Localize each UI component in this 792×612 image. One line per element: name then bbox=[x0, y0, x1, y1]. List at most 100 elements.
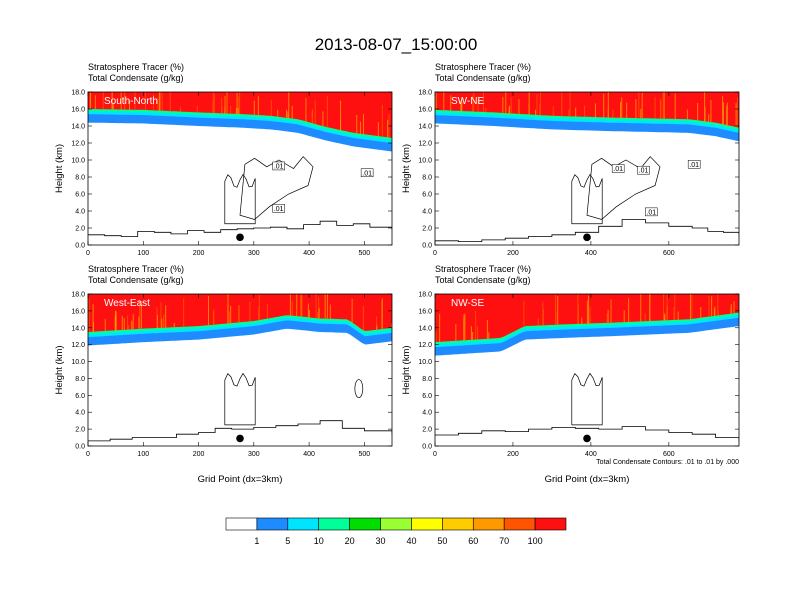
contour-label: .01 bbox=[274, 163, 284, 170]
colorbar-label: 20 bbox=[345, 536, 355, 546]
colorbar: 1 5 10 20 30 40 50 60 70 100 bbox=[225, 517, 567, 546]
colorbar-swatch bbox=[225, 517, 258, 531]
colorbar-label: 30 bbox=[376, 536, 386, 546]
contour-note: Total Condensate Contours: .01 to .01 by… bbox=[596, 459, 739, 466]
x-tick-label: 200 bbox=[507, 451, 519, 458]
x-tick-label: 200 bbox=[193, 250, 205, 257]
panel-variable-1: Stratosphere Tracer (%) bbox=[88, 62, 184, 72]
colorbar-swatch bbox=[472, 517, 505, 531]
panel-name: West-East bbox=[104, 298, 150, 309]
y-tick-label: 12.0 bbox=[418, 141, 432, 148]
y-tick-label: 6.0 bbox=[75, 192, 85, 199]
y-tick-label: 8.0 bbox=[75, 376, 85, 383]
location-dot bbox=[583, 233, 591, 242]
y-tick-label: 2.0 bbox=[422, 427, 432, 434]
y-tick-label: 10.0 bbox=[418, 158, 432, 165]
y-tick-label: 8.0 bbox=[422, 175, 432, 182]
y-tick-label: 4.0 bbox=[422, 209, 432, 216]
contour-label: .01 bbox=[362, 170, 372, 177]
y-tick-label: 0.0 bbox=[422, 243, 432, 250]
contour-label-box bbox=[272, 204, 285, 213]
x-tick-label: 0 bbox=[86, 451, 90, 458]
y-tick-label: 10.0 bbox=[418, 359, 432, 366]
y-tick-label: 2.0 bbox=[422, 226, 432, 233]
y-tick-label: 10.0 bbox=[71, 158, 85, 165]
contour-label: .01 bbox=[274, 206, 284, 213]
condensate-contours bbox=[571, 372, 603, 426]
x-tick-label: 400 bbox=[585, 250, 597, 257]
panel-variable-2: Total Condensate (g/kg) bbox=[88, 73, 184, 83]
plot-area bbox=[435, 92, 739, 245]
colorbar-label: 1 bbox=[254, 536, 259, 546]
colorbar-swatch bbox=[287, 517, 320, 531]
contour-label-box bbox=[645, 207, 658, 217]
colorbar-swatch bbox=[256, 517, 289, 531]
y-tick-label: 18.0 bbox=[71, 292, 85, 299]
y-tick-label: 2.0 bbox=[75, 427, 85, 434]
figure-title: 2013-08-07_15:00:00 bbox=[315, 35, 478, 54]
y-tick-label: 16.0 bbox=[418, 308, 432, 315]
y-tick-label: 16.0 bbox=[418, 107, 432, 114]
x-tick-label: 100 bbox=[137, 250, 149, 257]
y-tick-label: 6.0 bbox=[422, 192, 432, 199]
x-tick-label: 200 bbox=[507, 250, 519, 257]
x-tick-label: 200 bbox=[193, 451, 205, 458]
colorbar-swatch bbox=[503, 517, 536, 531]
cloud-contour-anvil bbox=[239, 156, 314, 220]
terrain-line bbox=[435, 426, 739, 442]
y-axis-label: Height (km) bbox=[54, 144, 65, 193]
x-tick-label: 600 bbox=[663, 250, 675, 257]
panel-name: SW-NE bbox=[451, 96, 484, 107]
cloud-contour-main bbox=[224, 173, 256, 225]
contour-label-box bbox=[687, 160, 701, 169]
y-axis-label: Height (km) bbox=[401, 345, 412, 394]
y-tick-label: 14.0 bbox=[418, 124, 432, 131]
contour-label: .01 bbox=[613, 166, 623, 173]
condensate-contours bbox=[224, 372, 364, 426]
y-tick-label: 12.0 bbox=[71, 342, 85, 349]
colorbar-label: 70 bbox=[499, 536, 509, 546]
panel-variable-1: Stratosphere Tracer (%) bbox=[88, 264, 184, 274]
y-tick-label: 18.0 bbox=[418, 90, 432, 97]
panel-variable-1: Stratosphere Tracer (%) bbox=[435, 62, 531, 72]
x-tick-label: 500 bbox=[359, 250, 371, 257]
y-tick-label: 8.0 bbox=[75, 175, 85, 182]
panel-south-north: .01 .01 .01 0.0 2.0 4.0 6.0 8.0 10.0 12.0 14.0 16.0… bbox=[54, 62, 393, 257]
contour-label: .01 bbox=[639, 168, 649, 175]
colorbar-swatch bbox=[318, 517, 350, 531]
panel-name: NW-SE bbox=[451, 298, 484, 309]
x-tick-label: 400 bbox=[303, 451, 315, 458]
x-axis-label: Grid Point (dx=3km) bbox=[545, 474, 630, 485]
colorbar-swatch bbox=[442, 517, 474, 531]
y-tick-label: 8.0 bbox=[422, 376, 432, 383]
x-tick-label: 0 bbox=[86, 250, 90, 257]
y-tick-label: 0.0 bbox=[75, 243, 85, 250]
colorbar-label: 50 bbox=[437, 536, 447, 546]
x-tick-label: 100 bbox=[137, 451, 149, 458]
y-tick-label: 12.0 bbox=[71, 141, 85, 148]
colorbar-label: 5 bbox=[285, 536, 290, 546]
panel-nw-se: 0.0 2.0 4.0 6.0 8.0 10.0 12.0 14.0 16.0 18.0 0 200 4… bbox=[401, 264, 740, 485]
location-dot bbox=[583, 434, 591, 443]
x-tick-label: 500 bbox=[359, 451, 371, 458]
y-tick-label: 6.0 bbox=[422, 393, 432, 400]
y-tick-label: 16.0 bbox=[71, 308, 85, 315]
terrain-line bbox=[88, 420, 392, 442]
y-tick-label: 4.0 bbox=[75, 209, 85, 216]
x-tick-label: 300 bbox=[248, 451, 260, 458]
x-tick-label: 600 bbox=[663, 451, 675, 458]
contour-label-box bbox=[360, 168, 374, 177]
plot-frame bbox=[87, 293, 393, 447]
location-dot bbox=[236, 434, 244, 443]
plot-area bbox=[88, 92, 392, 245]
condensate-contours bbox=[224, 156, 314, 225]
y-tick-label: 4.0 bbox=[422, 410, 432, 417]
y-tick-label: 2.0 bbox=[75, 226, 85, 233]
y-tick-label: 14.0 bbox=[71, 124, 85, 131]
plot-frame bbox=[87, 91, 393, 246]
cloud-contour-anvil bbox=[586, 156, 661, 220]
colorbar-swatch bbox=[534, 517, 567, 531]
y-tick-label: 18.0 bbox=[71, 90, 85, 97]
cloud-contour-main bbox=[571, 372, 603, 426]
